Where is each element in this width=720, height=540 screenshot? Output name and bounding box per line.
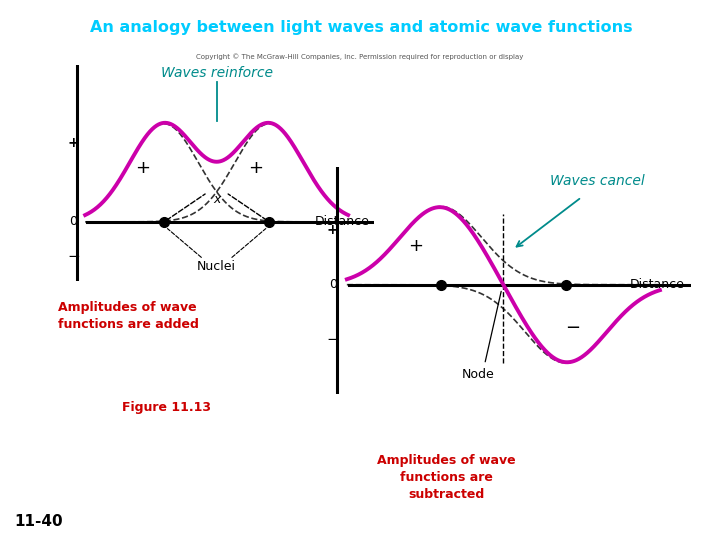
Text: An analogy between light waves and atomic wave functions: An analogy between light waves and atomi… (91, 20, 633, 35)
Text: +: + (68, 136, 79, 150)
Text: Distance: Distance (630, 278, 685, 291)
Text: 0: 0 (329, 278, 337, 291)
Text: Amplitudes of wave
functions are
subtracted: Amplitudes of wave functions are subtrac… (377, 454, 516, 502)
Text: Nuclei: Nuclei (197, 260, 236, 273)
Text: 0: 0 (69, 215, 77, 228)
Text: Copyright © The McGraw-Hill Companies, Inc. Permission required for reproduction: Copyright © The McGraw-Hill Companies, I… (197, 53, 523, 60)
Text: −: − (326, 332, 339, 347)
Text: +: + (135, 159, 150, 177)
Text: +: + (327, 223, 338, 237)
Text: Node: Node (462, 368, 495, 381)
Text: 11-40: 11-40 (14, 514, 63, 529)
Text: Distance: Distance (314, 215, 369, 228)
Text: +: + (248, 159, 264, 177)
Text: Waves reinforce: Waves reinforce (161, 66, 273, 80)
Text: x: x (213, 193, 220, 206)
Text: −: − (564, 319, 580, 337)
Text: Waves cancel: Waves cancel (550, 174, 644, 188)
Text: −: − (67, 249, 80, 264)
Text: Amplitudes of wave
functions are added: Amplitudes of wave functions are added (58, 301, 199, 331)
Text: Figure 11.13: Figure 11.13 (122, 401, 212, 414)
Text: +: + (408, 237, 423, 254)
